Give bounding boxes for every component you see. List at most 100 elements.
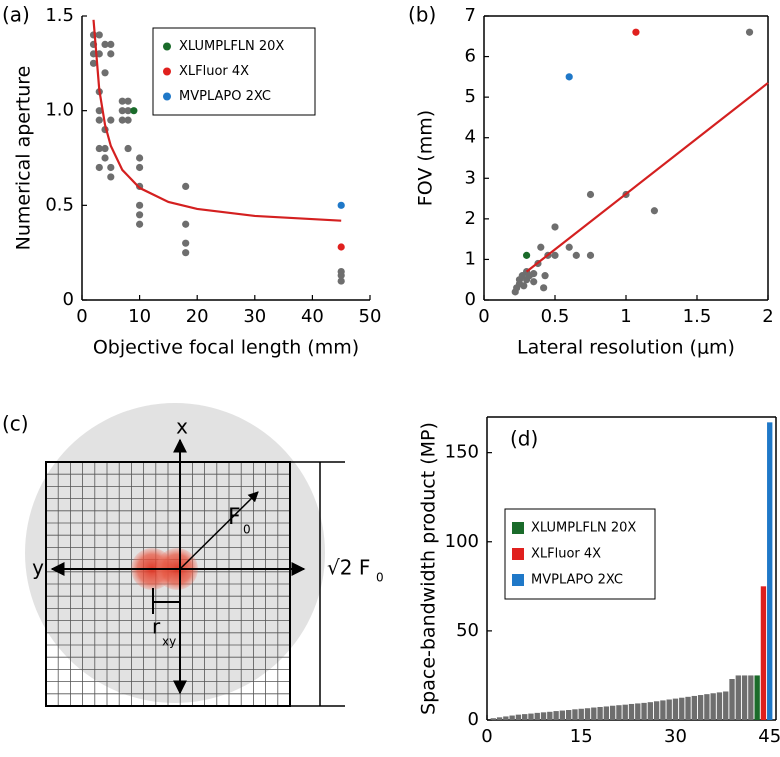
y-axis-label: Numerical aperture	[13, 66, 35, 251]
x-tick-label: 10	[128, 306, 151, 327]
bar	[496, 717, 503, 720]
point	[337, 243, 345, 251]
point	[565, 243, 573, 251]
bar	[647, 702, 654, 720]
point	[136, 211, 144, 219]
bar	[697, 695, 704, 720]
y-tick-label: 150	[445, 442, 479, 463]
point	[95, 163, 103, 172]
legend-box	[152, 27, 316, 116]
y-tick-label: 2	[465, 208, 476, 229]
y-tick-label: 1.5	[45, 5, 74, 26]
panel-label: (a)	[2, 3, 30, 27]
y-tick-label: 4	[465, 127, 476, 148]
point	[130, 107, 138, 115]
bar	[559, 710, 566, 720]
bar	[616, 705, 622, 720]
panel-label: (b)	[408, 3, 436, 27]
y-tick-label: 0	[468, 709, 479, 730]
y-axis-label: FOV (mm)	[415, 110, 437, 206]
axis-label: y	[32, 556, 44, 580]
bar	[704, 694, 710, 720]
legend-swatch	[163, 42, 171, 51]
point	[520, 282, 528, 290]
bar	[597, 706, 603, 720]
y-tick-label: 1.0	[45, 100, 74, 121]
point	[89, 59, 98, 67]
y-tick-label: 100	[445, 531, 479, 552]
point	[101, 69, 109, 77]
chart: 0153045050100150Ranked objectivesSpace-b…	[418, 416, 780, 757]
legend-label: MVPLAPO 2XC	[179, 89, 271, 104]
bar	[710, 693, 716, 720]
bar	[534, 712, 540, 720]
y-tick-label: 6	[465, 46, 476, 67]
y-axis-label: Space-bandwidth product (MP)	[418, 422, 440, 715]
bar	[578, 708, 584, 720]
bar	[685, 696, 691, 720]
bar	[572, 709, 578, 720]
x-tick-label: 1	[620, 306, 631, 327]
point	[572, 251, 580, 259]
point	[95, 116, 103, 124]
point	[136, 220, 144, 228]
bar	[603, 706, 610, 720]
x-tick-label: 0	[481, 726, 492, 747]
x-tick-label: 40	[301, 306, 324, 327]
point	[107, 50, 115, 58]
bar	[566, 710, 572, 720]
axis-label: x	[176, 415, 188, 439]
point	[551, 223, 559, 231]
panel-label: (c)	[2, 412, 29, 436]
point	[182, 249, 190, 257]
panel-label: (d)	[510, 427, 538, 451]
bar	[748, 675, 754, 720]
point	[107, 40, 115, 49]
radius-label: F	[228, 505, 241, 530]
point	[530, 278, 538, 286]
x-tick-label: 45	[758, 726, 780, 747]
y-tick-label: 0.5	[45, 194, 74, 215]
point	[551, 251, 559, 259]
side-label: √2 F	[327, 556, 370, 580]
y-tick-label: 0	[63, 289, 74, 310]
bar	[767, 422, 773, 720]
resolution-label: r	[152, 615, 161, 639]
bar	[754, 675, 760, 720]
bar	[653, 701, 660, 720]
point	[541, 272, 549, 280]
bar	[760, 586, 767, 720]
bar	[528, 713, 534, 720]
x-tick-label: 15	[570, 726, 593, 747]
bar	[584, 708, 591, 720]
y-tick-label: 0	[465, 289, 476, 310]
legend-label: XLFluor 4X	[531, 547, 601, 562]
point	[586, 190, 595, 199]
point	[337, 271, 345, 279]
pixel-grid	[46, 462, 290, 706]
x-tick-label: 30	[664, 726, 687, 747]
radius-arrow	[179, 491, 259, 570]
bar	[660, 700, 666, 720]
point	[586, 251, 595, 259]
point	[540, 284, 548, 292]
point	[107, 116, 115, 124]
sensor-square	[45, 461, 291, 707]
point	[337, 277, 345, 285]
chart: 0 10 20 30 40 50 0 0.5 1.0 1.5 Objective focal len…	[2, 3, 381, 359]
x-tick-label: 0	[76, 306, 87, 327]
bar	[716, 692, 723, 720]
legend-label: XLUMPLFLN 20X	[531, 521, 636, 536]
point	[523, 251, 531, 259]
bar	[591, 707, 597, 720]
legend-label: XLFluor 4X	[179, 64, 249, 79]
bar	[490, 718, 496, 720]
y-tick-label: 7	[465, 5, 476, 26]
bar	[735, 675, 741, 720]
point	[124, 116, 132, 124]
bar	[509, 715, 515, 720]
point	[182, 239, 190, 247]
y-tick-label: 3	[465, 167, 476, 188]
point	[118, 116, 126, 124]
